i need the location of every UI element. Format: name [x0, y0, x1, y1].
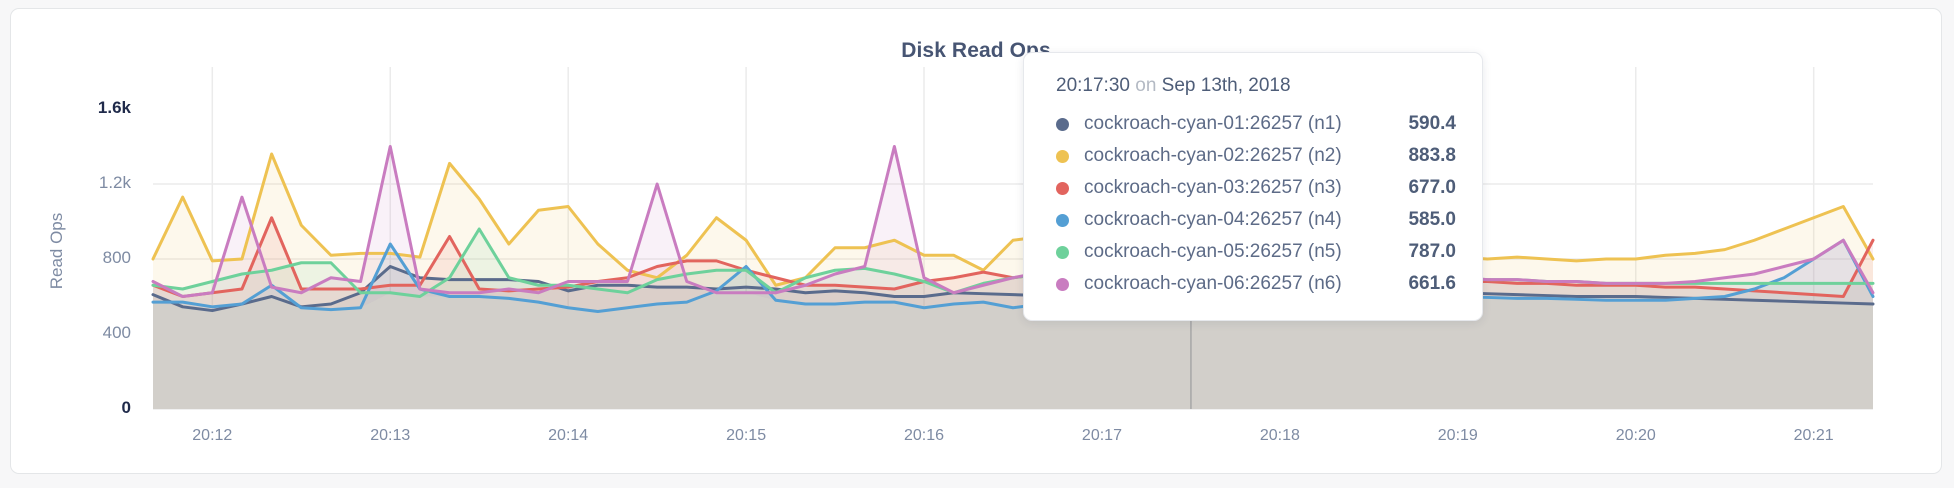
tooltip-series-label: cockroach-cyan-03:26257 (n3) — [1084, 177, 1342, 198]
series-color-dot-icon — [1056, 213, 1069, 227]
tooltip-series-value: 590.4 — [1408, 113, 1456, 134]
y-tick-label: 1.2k — [98, 173, 131, 192]
tooltip-series-list: cockroach-cyan-01:26257 (n1) 590.4 cockroa… — [1056, 108, 1456, 300]
tooltip-row: cockroach-cyan-01:26257 (n1) 590.4 — [1056, 108, 1456, 140]
x-tick-label: 20:21 — [1793, 427, 1834, 444]
tooltip-series-label: cockroach-cyan-06:26257 (n6) — [1084, 273, 1342, 294]
x-tick-label: 20:14 — [548, 427, 589, 444]
x-tick-label: 20:12 — [192, 427, 233, 444]
tooltip-row: cockroach-cyan-02:26257 (n2) 883.8 — [1056, 140, 1456, 172]
tooltip-series-value: 787.0 — [1408, 241, 1456, 262]
chart-card: Disk Read Ops Read Ops 0 400 800 1.2k 1.6k 2… — [10, 8, 1942, 474]
tooltip-on-word: on — [1135, 75, 1157, 96]
tooltip-time: 20:17:30 — [1056, 75, 1130, 96]
tooltip-series-value: 585.0 — [1408, 209, 1456, 230]
tooltip-date: Sep 13th, 2018 — [1161, 75, 1291, 96]
tooltip-series-label: cockroach-cyan-05:26257 (n5) — [1084, 241, 1342, 262]
x-tick-label: 20:16 — [904, 427, 945, 444]
tooltip-series-label: cockroach-cyan-01:26257 (n1) — [1084, 113, 1342, 134]
tooltip-series-value: 661.6 — [1408, 273, 1456, 294]
tooltip-row: cockroach-cyan-04:26257 (n4) 585.0 — [1056, 204, 1456, 236]
hover-tooltip: 20:17:30 on Sep 13th, 2018 cockroach-cya… — [1023, 52, 1483, 321]
y-tick-label: 800 — [102, 248, 131, 267]
tooltip-series-value: 677.0 — [1408, 177, 1456, 198]
series-color-dot-icon — [1056, 149, 1069, 163]
series-color-dot-icon — [1056, 277, 1069, 291]
tooltip-header: 20:17:30 on Sep 13th, 2018 — [1056, 75, 1456, 97]
tooltip-series-label: cockroach-cyan-04:26257 (n4) — [1084, 209, 1342, 230]
x-tick-label: 20:19 — [1437, 427, 1478, 444]
x-tick-label: 20:17 — [1081, 427, 1122, 444]
x-tick-label: 20:20 — [1615, 427, 1656, 444]
tooltip-series-label: cockroach-cyan-02:26257 (n2) — [1084, 145, 1342, 166]
tooltip-row: cockroach-cyan-05:26257 (n5) 787.0 — [1056, 236, 1456, 268]
tooltip-row: cockroach-cyan-03:26257 (n3) 677.0 — [1056, 172, 1456, 204]
tooltip-row: cockroach-cyan-06:26257 (n6) 661.6 — [1056, 268, 1456, 300]
series-color-dot-icon — [1056, 117, 1069, 131]
tooltip-series-value: 883.8 — [1408, 145, 1456, 166]
x-tick-label: 20:13 — [370, 427, 411, 444]
x-tick-label: 20:18 — [1259, 427, 1300, 444]
y-tick-label: 400 — [102, 323, 131, 342]
series-color-dot-icon — [1056, 245, 1069, 259]
chart-title: Disk Read Ops — [901, 39, 1051, 62]
x-tick-label: 20:15 — [726, 427, 767, 444]
series-color-dot-icon — [1056, 181, 1069, 195]
y-tick-label: 0 — [121, 398, 131, 417]
chart-plot[interactable] — [11, 9, 1941, 473]
y-tick-label: 1.6k — [97, 98, 131, 117]
